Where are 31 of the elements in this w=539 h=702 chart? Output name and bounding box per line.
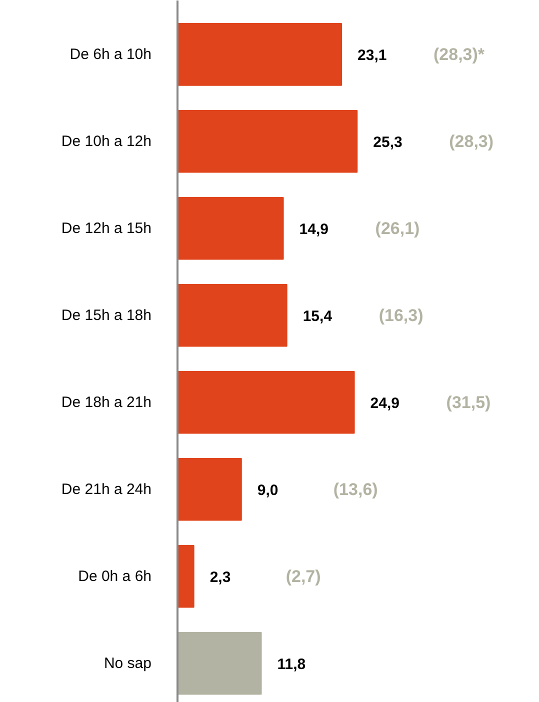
bar bbox=[178, 197, 284, 260]
data-label: 2,3 bbox=[210, 568, 231, 586]
bar bbox=[178, 23, 342, 86]
data-label: 25,3 bbox=[373, 134, 402, 151]
data-label: 14,9 bbox=[299, 220, 328, 238]
bar bbox=[178, 371, 355, 434]
y-tick-label: De 0h a 6h bbox=[78, 568, 152, 585]
y-tick-label: De 21h a 24h bbox=[61, 480, 152, 498]
bar bbox=[178, 284, 288, 347]
bar bbox=[178, 632, 262, 695]
bar bbox=[178, 544, 194, 608]
bar bbox=[178, 110, 358, 173]
data-label: 11,8 bbox=[277, 656, 306, 673]
bar bbox=[178, 458, 242, 521]
text: (28,3) bbox=[449, 132, 494, 151]
data-label: 24,9 bbox=[370, 394, 400, 412]
text: (16,3) bbox=[378, 306, 424, 325]
text: (28,3)* bbox=[434, 44, 485, 64]
text: (31,5) bbox=[446, 392, 491, 412]
data-label: 9,0 bbox=[257, 482, 278, 499]
annotation: (2,7) bbox=[286, 566, 321, 586]
y-tick-label: De 18h a 21h bbox=[61, 394, 152, 411]
y-tick-label: De 10h a 12h bbox=[61, 132, 152, 150]
y-tick-label: De 15h a 18h bbox=[61, 306, 152, 324]
data-label: 15,4 bbox=[302, 308, 333, 325]
data-label: 23,1 bbox=[358, 46, 387, 64]
y-tick-label: De 6h a 10h bbox=[70, 46, 152, 63]
y-tick-label: De 12h a 15h bbox=[61, 220, 152, 237]
annotation: (13,6) bbox=[333, 480, 378, 499]
y-tick-label: No sap bbox=[104, 654, 152, 672]
text: (26,1) bbox=[375, 218, 420, 238]
